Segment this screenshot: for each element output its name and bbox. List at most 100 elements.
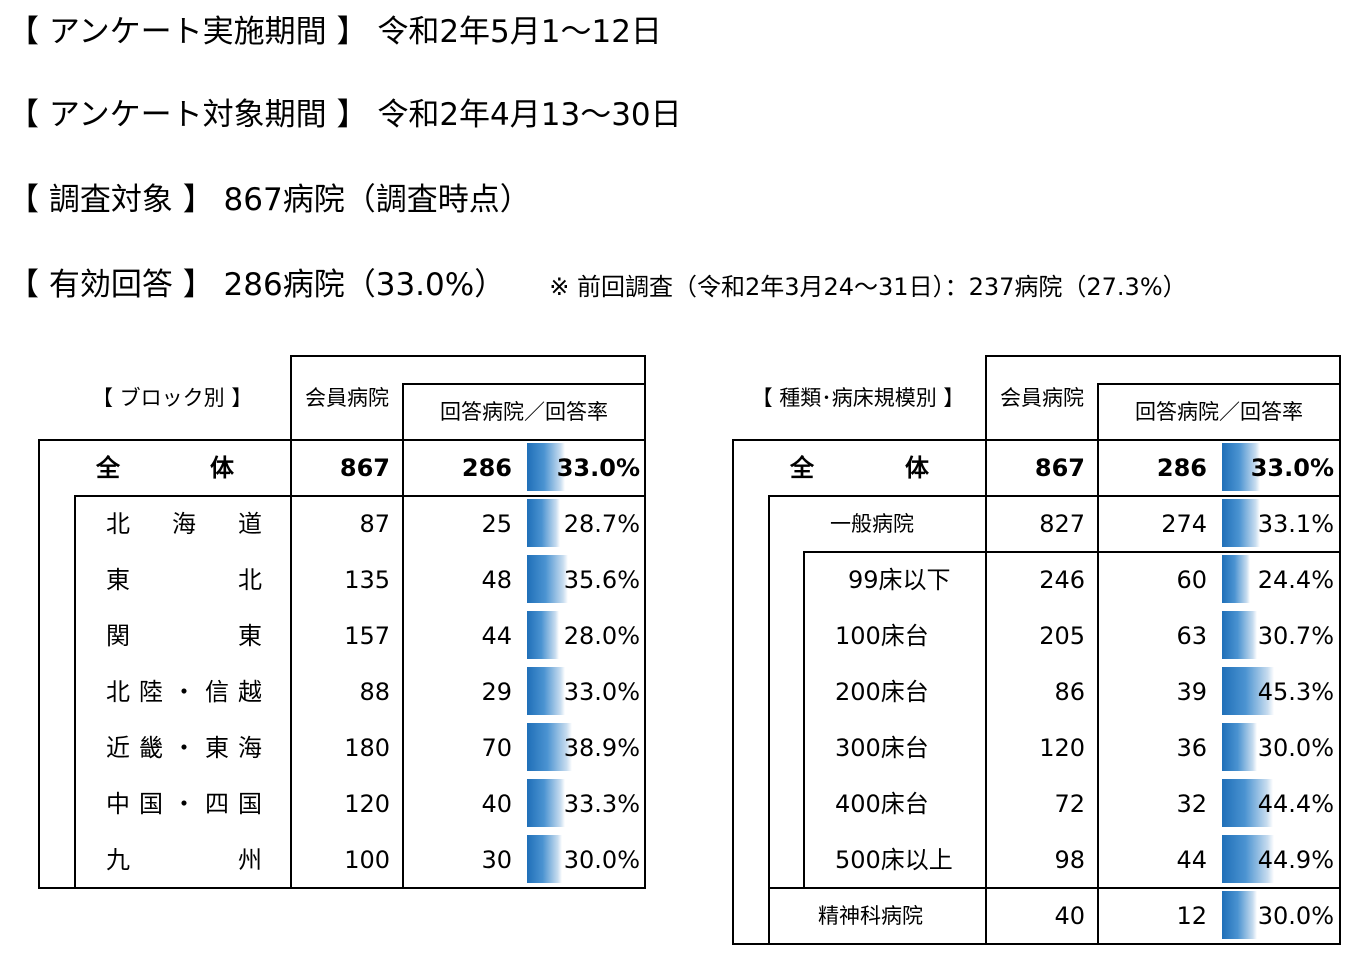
block-row-rate: 28.7%	[563, 510, 640, 538]
type-total-responses: 286	[1156, 454, 1207, 482]
type-size-rate: 44.4%	[1257, 790, 1334, 818]
type-size-rate-bar	[1222, 723, 1257, 771]
block-col-response: 回答病院／回答率	[440, 400, 608, 424]
type-size-rate: 30.7%	[1257, 622, 1334, 650]
type-size-responses: 39	[1176, 678, 1207, 706]
block-row-rate: 35.6%	[563, 566, 640, 594]
block-row-label-char: 中	[106, 790, 130, 818]
block-row-label-char: 道	[238, 510, 262, 538]
block-row-label-char: ・	[172, 678, 196, 706]
block-row-label: 九州	[106, 845, 262, 875]
block-row-label-char: 海	[238, 734, 262, 762]
type-general-members: 827	[1039, 510, 1085, 538]
type-size-rate: 30.0%	[1257, 734, 1334, 762]
type-table-title: 【 種類･病床規模別 】	[751, 386, 965, 410]
block-row-members: 135	[344, 566, 390, 594]
block-row-label-char: 四	[205, 790, 229, 818]
type-size-rate: 45.3%	[1257, 678, 1334, 706]
block-row-label-char: 東	[238, 622, 262, 650]
type-total-rate: 33.0%	[1250, 454, 1334, 482]
type-psych-rate: 30.0%	[1257, 902, 1334, 930]
type-size-responses: 44	[1176, 846, 1207, 874]
type-psych-members: 40	[1054, 902, 1085, 930]
block-row-responses: 44	[481, 622, 512, 650]
survey-target-line: 【 調査対象 】 867病院（調査時点）	[8, 182, 531, 218]
type-size-rate: 44.9%	[1257, 846, 1334, 874]
block-table-title: 【 ブロック別 】	[92, 386, 253, 410]
type-size-responses: 60	[1176, 566, 1207, 594]
type-size-rate-bar	[1222, 611, 1257, 659]
block-row-label-char: 関	[106, 622, 130, 650]
type-size-responses: 36	[1176, 734, 1207, 762]
type-total-rate-bar	[1222, 443, 1260, 491]
block-row-label-char: 国	[139, 790, 163, 818]
type-size-label: 100床台	[835, 622, 929, 650]
type-size-members: 72	[1054, 790, 1085, 818]
type-psych-responses: 12	[1176, 902, 1207, 930]
valid-response-text: 【 有効回答 】 286病院（33.0%）	[8, 267, 506, 303]
block-col-members: 会員病院	[305, 386, 389, 410]
block-total-rate-bar	[527, 443, 565, 491]
block-total-rate: 33.0%	[556, 454, 640, 482]
type-size-rate-bar	[1222, 667, 1274, 715]
type-total-members: 867	[1034, 454, 1085, 482]
block-row-responses: 48	[481, 566, 512, 594]
type-size-members: 86	[1054, 678, 1085, 706]
block-row-label: 関東	[106, 621, 262, 651]
type-size-responses: 32	[1176, 790, 1207, 818]
block-row-rate: 33.3%	[563, 790, 640, 818]
block-row-rate-bar	[527, 499, 560, 547]
type-psych-label: 精神科病院	[818, 904, 923, 928]
survey-period-line: 【 アンケート実施期間 】 令和2年5月1～12日	[8, 14, 662, 50]
block-row-rate: 33.0%	[563, 678, 640, 706]
block-row-label: 北海道	[106, 509, 262, 539]
block-total-label-b: 体	[210, 454, 234, 482]
block-row-label-char: 越	[238, 678, 262, 706]
type-general-responses: 274	[1161, 510, 1207, 538]
type-size-members: 98	[1054, 846, 1085, 874]
block-row-label-char: 海	[172, 510, 196, 538]
block-row-label-char: 近	[106, 734, 130, 762]
block-row-members: 157	[344, 622, 390, 650]
type-size-rate-bar	[1222, 835, 1274, 883]
valid-response-line: 【 有効回答 】 286病院（33.0%） ※ 前回調査（令和2年3月24～31日…	[8, 265, 1187, 307]
type-size-members: 120	[1039, 734, 1085, 762]
block-row-responses: 25	[481, 510, 512, 538]
block-row-members: 180	[344, 734, 390, 762]
type-psych-rate-bar	[1222, 891, 1257, 939]
type-size-rate: 24.4%	[1257, 566, 1334, 594]
block-row-responses: 29	[481, 678, 512, 706]
type-general-rate: 33.1%	[1257, 510, 1334, 538]
block-row-label-char: 信	[205, 678, 229, 706]
block-row-rate-bar	[527, 555, 568, 603]
type-size-label: 500床以上	[835, 846, 953, 874]
block-row-label-char: 州	[238, 846, 262, 874]
type-size-label: 200床台	[835, 678, 929, 706]
block-row-members: 120	[344, 790, 390, 818]
block-row-label-char: 北	[106, 678, 130, 706]
block-row-members: 100	[344, 846, 390, 874]
block-row-rate: 38.9%	[563, 734, 640, 762]
block-row-label-char: 北	[238, 566, 262, 594]
block-row-label: 東北	[106, 565, 262, 595]
block-row-label: 中国・四国	[106, 789, 262, 819]
block-row-label-char: 国	[238, 790, 262, 818]
target-period-line: 【 アンケート対象期間 】 令和2年4月13～30日	[8, 97, 682, 133]
previous-survey-note: ※ 前回調査（令和2年3月24～31日）：237病院（27.3%）	[549, 273, 1187, 301]
block-row-rate-bar	[527, 611, 559, 659]
block-row-label-char: 東	[106, 566, 130, 594]
block-row-label-char: ・	[172, 790, 196, 818]
type-size-responses: 63	[1176, 622, 1207, 650]
block-row-label-char: 九	[106, 846, 130, 874]
block-row-rate: 28.0%	[563, 622, 640, 650]
type-size-members: 246	[1039, 566, 1085, 594]
block-row-label-char: 陸	[139, 678, 163, 706]
type-total-label-a: 全	[790, 454, 814, 482]
block-row-label-char: 畿	[139, 734, 163, 762]
block-row-responses: 70	[481, 734, 512, 762]
block-row-rate-bar	[527, 723, 572, 771]
block-row-responses: 40	[481, 790, 512, 818]
type-size-label: 99床以下	[848, 566, 951, 594]
block-row-label: 北陸・信越	[106, 677, 262, 707]
type-size-rate-bar	[1222, 555, 1250, 603]
